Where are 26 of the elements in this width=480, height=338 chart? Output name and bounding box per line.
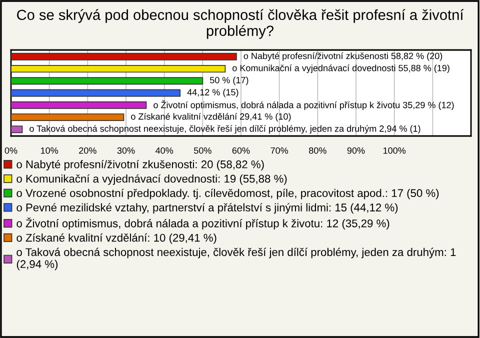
- chart-title: Co se skrývá pod obecnou schopností člověka řešit profesní a životní problémy?: [17, 9, 464, 39]
- data-label: 50 % (17): [210, 76, 248, 86]
- x-tick-label: 40%: [156, 147, 174, 154]
- x-tick-label: 70%: [270, 147, 288, 154]
- legend-label: o Taková obecná schopnost neexistuje, člověk řeší jen dílčí problémy, jeden za druhým: 1 (2,94 %): [16, 248, 456, 270]
- data-label: o Životní optimismus, dobrá nálada a pozitivní přístup k životu 35,29 % (12): [154, 100, 454, 110]
- x-tick-label: 20%: [79, 147, 96, 154]
- x-tick-label: 80%: [309, 147, 326, 154]
- data-label: o Komunikační a vyjednávací dovednosti 55,88 % (19): [232, 64, 450, 74]
- data-label: o Taková obecná schopnost neexistuje, člověk řeší jen dílčí problémy, jeden za druhým 2,94 % (1): [30, 125, 420, 134]
- legend-label: o Vrozené osobnostní předpoklady. tj. cílevědomost, píle, pracovitost apod.: 17 (50 %): [16, 188, 439, 200]
- legend-label: o Životní optimismus, dobrá nálada a pozitivní přístup k životu: 12 (35,29 %): [16, 218, 390, 230]
- x-tick-label: 50%: [194, 147, 212, 154]
- legend-label: o Pevné mezilidské vztahy, partnerství a přátelství s jinými lidmi: 15 (44,12 %): [16, 203, 398, 214]
- data-label: o Nabyté profesní/životní zkušenosti 58,82 % (20): [244, 52, 442, 61]
- x-tick-label: 90%: [347, 147, 365, 154]
- x-tick-label: 0%: [4, 147, 18, 154]
- x-tick-label: 30%: [117, 147, 135, 154]
- data-label: 44,12 % (15): [187, 88, 238, 98]
- x-tick-label: 100%: [383, 147, 406, 154]
- legend-label: o Nabyté profesní/životní zkušenosti: 20 (58,82 %): [16, 160, 264, 170]
- legend-label: o Získané kvalitní vzdělání: 10 (29,41 %): [16, 233, 216, 244]
- x-tick-label: 10%: [40, 147, 58, 154]
- legend-label: o Komunikační a vyjednávací dovednosti: 19 (55,88 %): [16, 174, 287, 185]
- x-tick-label: 60%: [232, 147, 250, 154]
- data-label: o Získané kvalitní vzdělání 29,41 % (10): [131, 112, 291, 122]
